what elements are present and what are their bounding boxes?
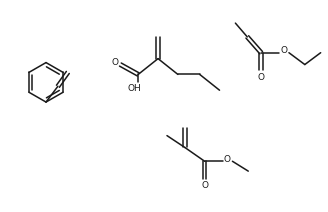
Text: O: O <box>112 58 119 67</box>
Text: O: O <box>224 155 231 164</box>
Text: O: O <box>280 46 287 55</box>
Text: O: O <box>201 181 208 190</box>
Text: OH: OH <box>127 84 141 93</box>
Text: O: O <box>258 73 265 82</box>
